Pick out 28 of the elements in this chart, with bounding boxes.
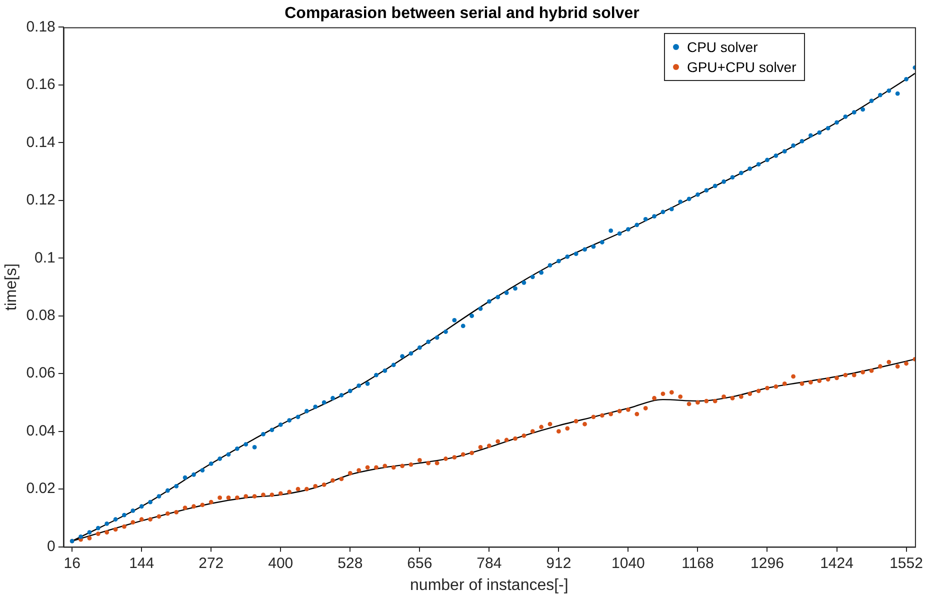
x-tick-label: 1296 <box>750 554 784 572</box>
y-axis-title: time[s] <box>3 263 20 311</box>
y-tick-label: 0.1 <box>34 249 56 266</box>
x-tick-label: 784 <box>476 554 502 572</box>
legend-label: CPU solver <box>686 38 758 58</box>
x-tick-label: 1424 <box>820 554 854 572</box>
x-tick-label: 1552 <box>890 554 923 572</box>
y-tick-label: 0.16 <box>26 76 56 94</box>
x-tick-label: 1168 <box>682 554 714 572</box>
y-tick-label: 0.04 <box>26 422 56 440</box>
x-tick-label: 400 <box>268 554 294 572</box>
x-tick-label: 528 <box>338 554 363 572</box>
y-tick-label: 0 <box>47 538 56 555</box>
chart-title: Comparasion between serial and hybrid solver <box>284 5 640 22</box>
y-tick-label: 0.18 <box>26 18 56 36</box>
y-tick-label: 0.06 <box>26 364 56 382</box>
y-tick-label: 0.14 <box>26 134 56 151</box>
x-tick-label: 656 <box>407 554 432 572</box>
x-tick-label: 272 <box>198 554 224 572</box>
y-tick-label: 0.12 <box>26 192 56 209</box>
x-tick-label: 1040 <box>612 554 645 572</box>
x-tick-label: 144 <box>129 554 154 572</box>
y-tick-label: 0.02 <box>26 480 56 498</box>
y-tick-label: 0.08 <box>26 307 56 324</box>
legend-label: GPU+CPU solver <box>686 58 796 78</box>
x-tick-label: 912 <box>546 554 572 572</box>
x-axis-title: number of instances[-] <box>410 576 568 594</box>
x-tick-label: 16 <box>64 554 80 572</box>
